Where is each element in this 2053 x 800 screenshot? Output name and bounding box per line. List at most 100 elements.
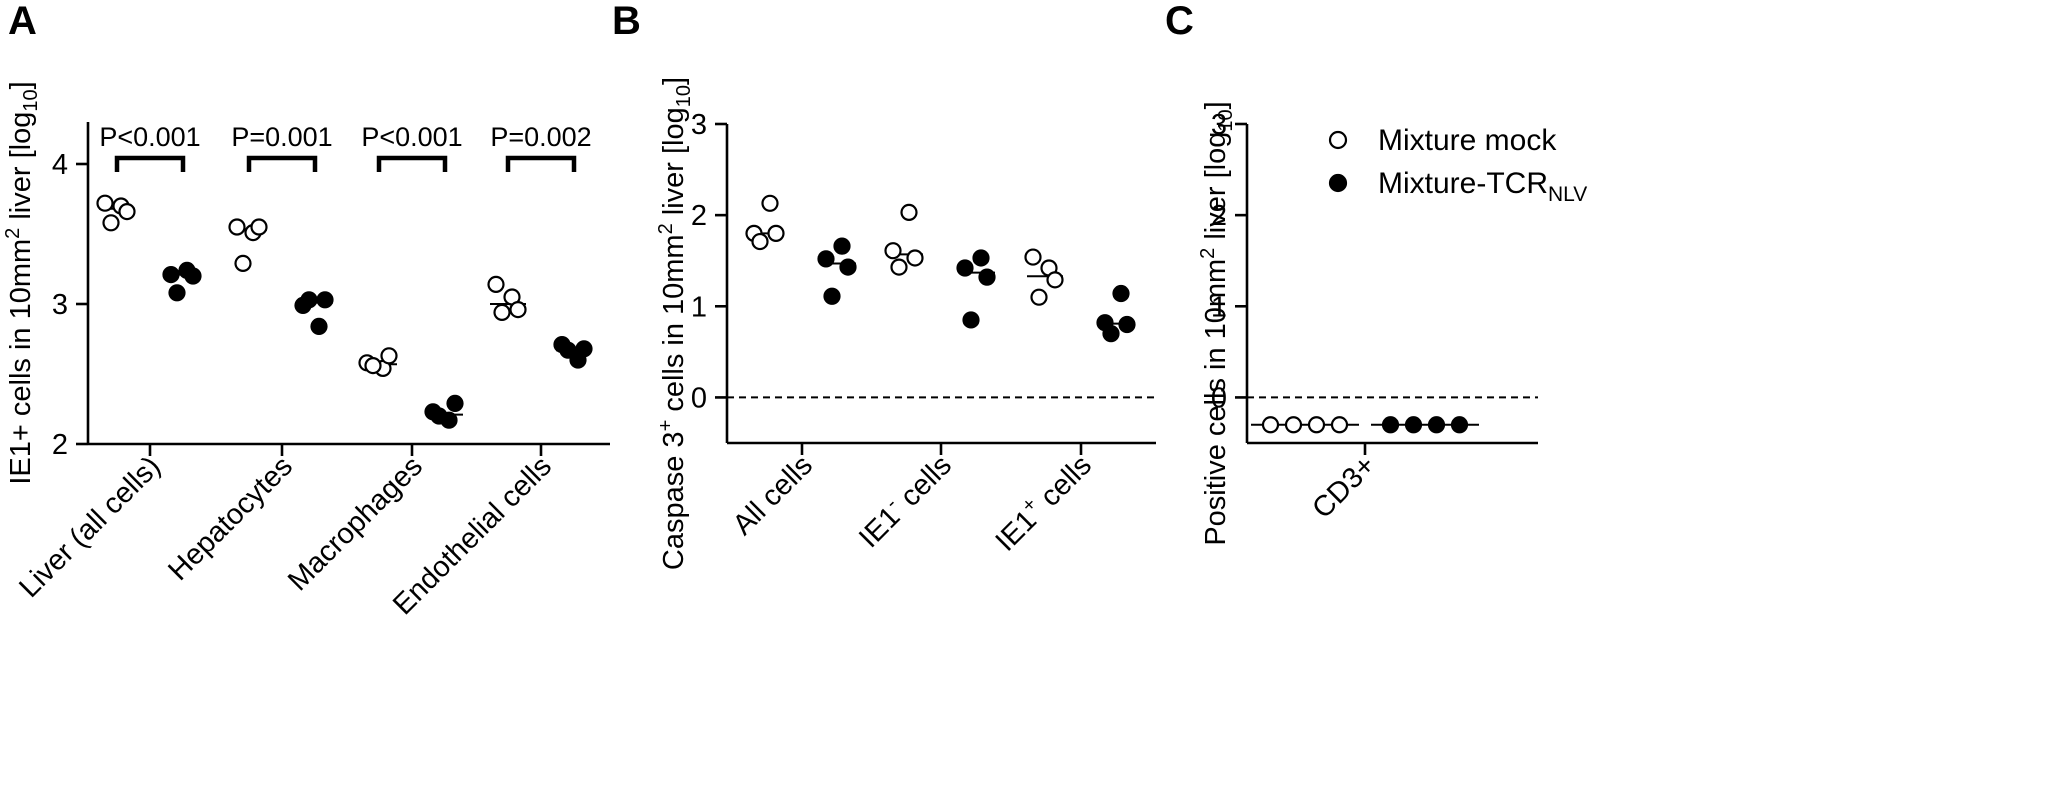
x-category-label: Macrophages [282,450,429,597]
data-point-mock [509,301,527,319]
data-point-mock [761,194,779,212]
data-point-tcr [559,341,577,359]
data-point-tcr [962,311,980,329]
data-point-tcr [1404,416,1423,434]
x-label-main: All cells [727,449,819,541]
x-category-label: IE1- cells [850,446,958,554]
data-point-mock [96,194,114,212]
data-point-mock [1307,416,1326,434]
y-tick-label: 2 [691,200,707,232]
x-category-label: Hepatocytes [162,450,299,587]
y-tick-label: 1 [691,291,707,323]
p-value-label: P=0.002 [490,122,591,152]
y-title-mid: liver [log [658,107,690,223]
y-tick-label: 3 [52,289,68,321]
data-point-tcr [300,291,318,309]
p-value-label: P<0.001 [361,122,462,152]
data-point-mock [1330,416,1349,434]
y-axis-title: Caspase 3+ cells in 10mm2 liver [log10] [655,77,695,570]
y-tick-label: 2 [52,429,68,461]
legend-label: Mixture-TCRNLV [1378,167,1587,206]
legend-label-main: Mixture mock [1378,124,1557,157]
data-point-mock [250,218,268,236]
data-point-tcr [817,250,835,268]
data-point-tcr [1450,416,1469,434]
data-point-mock [751,232,769,251]
y-title-main: Positive cells in 10mm [1200,259,1232,546]
data-point-mock [884,242,902,260]
data-point-tcr [1102,325,1120,343]
data-point-tcr [168,284,186,302]
x-category-label: CD3+ [1306,449,1382,525]
y-title-sup: 2 [655,223,677,234]
data-point-tcr [839,258,857,276]
data-point-tcr [1112,284,1130,303]
y-tick-label: 2 [1211,200,1227,232]
data-point-tcr [316,291,334,309]
y-title-sub: 10 [1215,109,1237,131]
y-title-sup: 2 [2,228,24,239]
data-point-tcr [972,249,990,267]
legend-label-sub: NLV [1548,183,1587,206]
y-title-end: ] [5,81,37,89]
x-category-label: IE1+ cells [987,446,1098,557]
y-title-sub: 10 [673,85,695,107]
data-point-tcr [162,266,180,284]
y-title-mid: cells in 10mm [658,234,690,419]
data-point-tcr [978,268,996,286]
significance-bracket [505,155,577,172]
y-title-mid: liver [log [1200,132,1232,248]
data-point-mock [906,249,924,267]
data-point-tcr [1427,416,1446,434]
data-point-mock [1284,416,1303,434]
panel-letter: A [8,0,37,43]
data-point-mock [380,347,398,365]
y-axis-title: IE1+ cells in 10mm2 liver [log10] [2,81,42,484]
data-point-tcr [310,317,328,335]
data-point-tcr [833,237,851,255]
data-point-mock [493,303,511,321]
legend-label-main: Mixture-TCR [1378,167,1548,200]
panel-letter: C [1165,0,1194,43]
data-point-mock [1046,271,1064,289]
y-title-sup: + [655,420,677,432]
y-title-main: Caspase 3 [658,431,690,570]
legend: Mixture mock Mixture-TCRNLV [1328,124,1587,206]
data-point-tcr [1118,315,1136,334]
y-tick-label: 3 [1211,109,1227,141]
y-axis-title: Positive cells in 10mm2 liver [log10] [1197,101,1237,545]
data-point-tcr [956,259,974,277]
data-point-mock [487,275,505,293]
significance-bracket [246,155,318,172]
significance-bracket [376,155,448,172]
legend-label: Mixture mock [1378,124,1557,157]
y-title-sub: 10 [20,89,42,111]
y-title-end: ] [658,77,690,85]
data-point-tcr [575,340,593,358]
data-point-tcr [823,287,841,305]
data-point-mock [118,203,136,221]
data-point-mock [767,224,785,242]
p-value-label: P<0.001 [99,122,200,152]
y-tick-label: 0 [691,382,707,414]
y-tick-label: 1 [1211,291,1227,323]
data-point-mock [1024,248,1042,266]
y-tick-label: 4 [52,149,68,181]
y-tick-label: 3 [691,109,707,141]
p-value-label: P=0.001 [231,122,332,152]
y-title-main: IE1+ cells in 10mm [5,239,37,485]
y-title-sup: 2 [1197,248,1219,259]
legend-marker [1328,173,1348,193]
data-point-mock [1261,416,1280,434]
y-title-mid: liver [log [5,112,37,228]
data-point-mock [228,218,246,236]
data-point-tcr [184,267,202,285]
legend-marker [1328,130,1348,150]
x-category-label: All cells [727,449,819,541]
data-point-tcr [430,407,448,425]
y-tick-label: 0 [1211,382,1227,414]
